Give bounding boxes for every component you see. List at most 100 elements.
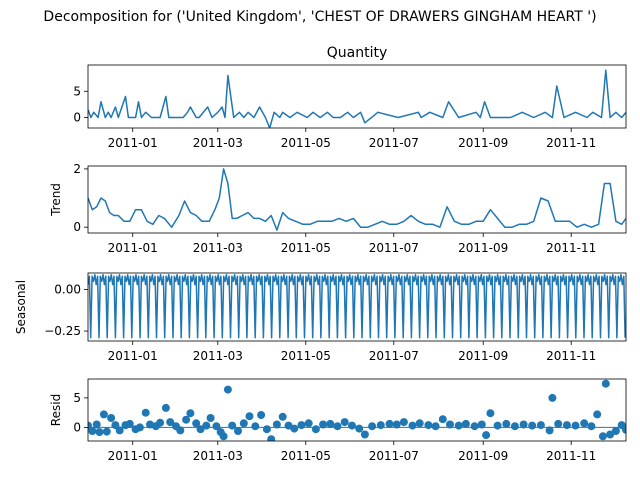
x-tick-label: 2011-09: [458, 349, 508, 363]
x-tick-label: 2011-11: [546, 349, 596, 363]
resid-point: [115, 426, 124, 435]
seasonal-marks: [88, 273, 626, 339]
resid-point: [141, 408, 150, 417]
x-tick-label: 2011-05: [281, 449, 331, 463]
resid-point: [470, 422, 479, 431]
x-tick-label: 2011-07: [369, 349, 419, 363]
resid-point: [622, 425, 626, 434]
seasonal-axes-frame: [87, 272, 627, 342]
decomposition-panels: 0 5 2011-01 2011-03 2011-05 2011-07 2011-09 201…: [14, 45, 627, 463]
resid-point: [311, 425, 320, 434]
x-tick-label: 2011-07: [369, 449, 419, 463]
resid-point: [493, 421, 502, 430]
resid-point: [102, 427, 111, 436]
resid-point: [392, 420, 401, 429]
resid-point: [431, 422, 440, 431]
trend-line: [88, 168, 626, 231]
resid-point: [135, 423, 144, 432]
y-tick-label: 5: [73, 391, 81, 405]
seasonal-line: [88, 273, 626, 339]
resid-point: [424, 421, 433, 430]
x-tick-label: 2011-07: [369, 136, 419, 150]
x-tick-label: 2011-01: [108, 136, 158, 150]
x-tick-label: 2011-03: [193, 349, 243, 363]
x-tick-label: 2011-01: [108, 449, 158, 463]
resid-point: [251, 422, 260, 431]
resid-point: [502, 419, 511, 428]
resid-point: [355, 424, 364, 433]
resid-point: [272, 420, 281, 429]
resid-point: [482, 431, 491, 440]
resid-point: [598, 432, 607, 441]
resid-point: [176, 426, 185, 435]
panel-resid: 0 5 2011-01 2011-03 2011-05 2011-07 2011-09 201…: [49, 378, 627, 463]
resid-point: [601, 379, 610, 388]
y-tick-label: 5: [73, 84, 81, 98]
x-tick-label: 2011-03: [193, 136, 243, 150]
resid-point: [304, 419, 313, 428]
resid-point: [219, 432, 228, 441]
resid-point: [545, 426, 554, 435]
resid-point: [196, 425, 205, 434]
resid-point: [408, 421, 417, 430]
y-axis-label: Seasonal: [14, 280, 28, 334]
resid-point: [368, 422, 377, 431]
resid-point: [290, 424, 299, 433]
resid-point: [385, 419, 394, 428]
resid-point: [510, 422, 519, 431]
resid-point: [562, 421, 571, 430]
y-tick-label: 0.00: [54, 283, 81, 297]
resid-point: [606, 430, 615, 439]
resid-point: [454, 421, 463, 430]
resid-point: [340, 418, 349, 427]
resid-point: [223, 385, 232, 394]
resid-point: [161, 403, 170, 412]
trend-axes-frame: [87, 165, 627, 234]
resid-point: [519, 420, 528, 429]
resid-point: [360, 430, 369, 439]
y-tick-label: 0: [73, 111, 81, 125]
x-tick-label: 2011-11: [546, 241, 596, 255]
resid-point: [125, 419, 134, 428]
resid-point: [580, 419, 589, 428]
resid-point: [192, 419, 201, 428]
resid-point: [486, 409, 495, 418]
resid-point: [326, 419, 335, 428]
resid-point: [297, 421, 306, 430]
resid-point: [278, 412, 287, 421]
x-tick-label: 2011-05: [281, 241, 331, 255]
y-tick-label: 0: [73, 220, 81, 234]
resid-marks: [88, 379, 626, 441]
y-tick-label: 0: [73, 420, 81, 434]
resid-point: [438, 415, 447, 424]
resid-point: [571, 421, 580, 430]
panel-trend: 0 2 2011-01 2011-03 2011-05 2011-07 2011-09 201…: [49, 162, 627, 255]
resid-point: [536, 421, 545, 430]
resid-point: [228, 421, 237, 430]
panel-observed: 0 5 2011-01 2011-03 2011-05 2011-07 2011-09 201…: [73, 45, 627, 150]
resid-point: [88, 427, 97, 435]
resid-point: [92, 420, 101, 429]
resid-point: [528, 421, 537, 430]
x-tick-label: 2011-11: [546, 136, 596, 150]
resid-point: [234, 427, 242, 435]
y-axis-label: Resid: [49, 394, 63, 426]
observed-marks: [88, 69, 626, 128]
resid-point: [477, 420, 486, 429]
resid-point: [262, 425, 271, 434]
figure-title: Decomposition for ('United Kingdom', 'CH…: [43, 9, 596, 25]
x-tick-label: 2011-03: [193, 449, 243, 463]
resid-point: [245, 412, 254, 421]
x-tick-label: 2011-03: [193, 241, 243, 255]
panel-seasonal: 0.00 −0.25 2011-01 2011-03 2011-05 2011-07 201…: [14, 272, 627, 363]
resid-point: [587, 422, 596, 431]
resid-point: [399, 418, 408, 427]
resid-point: [182, 415, 191, 424]
x-tick-label: 2011-11: [546, 449, 596, 463]
x-tick-label: 2011-09: [458, 449, 508, 463]
resid-point: [333, 422, 342, 431]
trend-marks: [88, 168, 626, 231]
resid-point: [202, 421, 211, 430]
resid-point: [348, 421, 356, 430]
